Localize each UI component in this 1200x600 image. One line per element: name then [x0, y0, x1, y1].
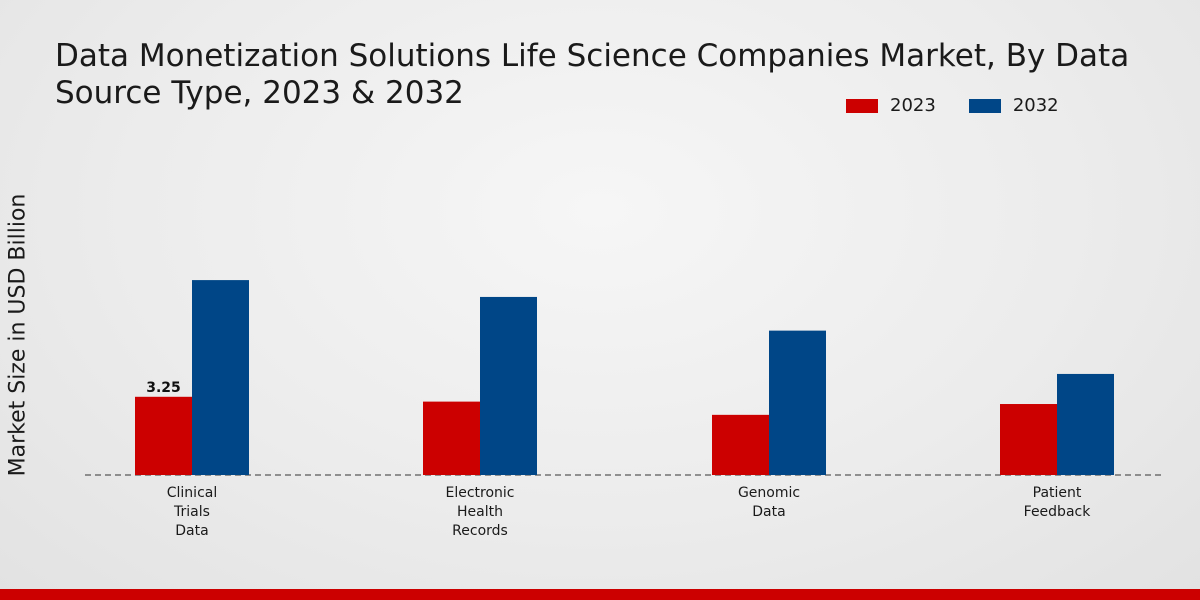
- bar-2023-1: [423, 401, 480, 475]
- legend-swatch-2023: [846, 98, 878, 113]
- legend: 2023 2032: [846, 95, 1092, 116]
- chart-title: Data Monetization Solutions Life Science…: [55, 38, 1130, 111]
- legend-swatch-2032: [968, 98, 1001, 113]
- bar-2032-2: [769, 330, 826, 475]
- legend-item-2032: 2032: [968, 95, 1059, 116]
- x-tick-label: Genomic Data: [737, 485, 801, 520]
- x-tick-label: Clinical Trials Data: [166, 485, 218, 539]
- bar-2032-3: [1057, 373, 1114, 475]
- data-label: 3.25: [146, 380, 181, 396]
- footer-accent-bar: [0, 589, 1200, 600]
- bar-2023-3: [1000, 404, 1057, 475]
- bar-2032-0: [192, 280, 249, 475]
- x-tick-label: Electronic Health Records: [445, 485, 515, 539]
- legend-label-2023: 2023: [890, 95, 936, 116]
- bar-2032-1: [480, 296, 537, 475]
- bar-2023-0: [135, 396, 192, 475]
- x-tick-label: Patient Feedback: [1023, 485, 1091, 520]
- legend-item-2023: 2023: [846, 95, 936, 116]
- bar-2023-2: [712, 414, 769, 475]
- legend-label-2032: 2032: [1012, 95, 1059, 116]
